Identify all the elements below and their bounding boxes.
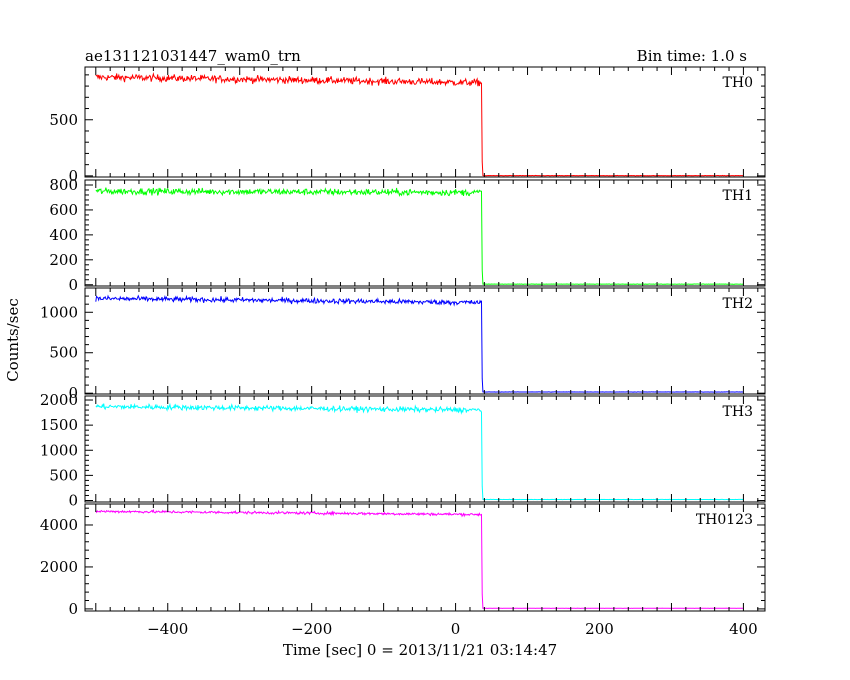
panel-label-th3: TH3 (723, 404, 753, 420)
y-tick-label: 200 (49, 251, 78, 269)
panel-frame (84, 287, 766, 395)
x-tick-label: 0 (451, 620, 461, 638)
panel-th2: 0 500 1000 TH2 (40, 287, 766, 402)
y-tick-label: 2000 (40, 558, 78, 576)
y-tick-label: 0 (68, 276, 78, 294)
y-tick-label: 800 (49, 176, 78, 194)
panel-label-th1: TH1 (723, 188, 753, 204)
panel-th0: 0 500 TH0 (49, 66, 766, 185)
panel-frame (84, 179, 766, 287)
y-tick-label: 0 (68, 167, 78, 185)
bin-time-label: Bin time: 1.0 s (637, 47, 747, 65)
x-axis-title: Time [sec] 0 = 2013/11/21 03:14:47 (283, 641, 557, 659)
y-tick-label: 1000 (40, 441, 78, 459)
chart-title: ae131121031447_wam0_trn (85, 47, 301, 65)
y-tick-label: 600 (49, 201, 78, 219)
y-tick-label: 1500 (40, 416, 78, 434)
panel-frame (84, 503, 766, 612)
x-tick-labels: −400 −200 0 200 400 (147, 620, 758, 638)
series-th1-line (95, 187, 744, 285)
panel-label-th0123: TH0123 (696, 512, 753, 528)
y-tick-label: 0 (68, 491, 78, 509)
y-tick-label: 0 (68, 600, 78, 618)
panel-label-th2: TH2 (723, 296, 753, 312)
y-tick-label: 400 (49, 226, 78, 244)
panel-th0123: 0 2000 4000 TH0123 (40, 503, 766, 618)
panel-frame (84, 66, 766, 178)
panel-label-th0: TH0 (723, 75, 753, 91)
y-axis-title: Counts/sec (4, 298, 22, 382)
x-tick-label: −200 (291, 620, 332, 638)
y-tick-label: 4000 (40, 516, 78, 534)
y-tick-label: 1000 (40, 303, 78, 321)
series-th0-line (95, 72, 744, 177)
series-th2-line (95, 294, 744, 393)
y-tick-label: 2000 (40, 391, 78, 409)
x-tick-label: 400 (729, 620, 758, 638)
y-tick-label: 500 (49, 111, 78, 129)
y-tick-label: 500 (49, 466, 78, 484)
series-th0123-line (95, 508, 744, 609)
x-tick-label: −400 (147, 620, 188, 638)
series-th3-line (95, 402, 744, 501)
panel-th3: 0 500 1000 1500 2000 TH3 (40, 391, 766, 509)
y-tick-label: 500 (49, 344, 78, 362)
panel-th1: 0 200 400 600 800 TH1 (49, 176, 766, 294)
panels-group: 0 500 TH0 0 200 400 600 800 TH1 0 500 1000 TH2 0 500 10… (40, 66, 766, 618)
x-tick-label: 200 (585, 620, 614, 638)
y-tick-label: 0 (68, 384, 78, 402)
panel-frame (84, 395, 766, 503)
